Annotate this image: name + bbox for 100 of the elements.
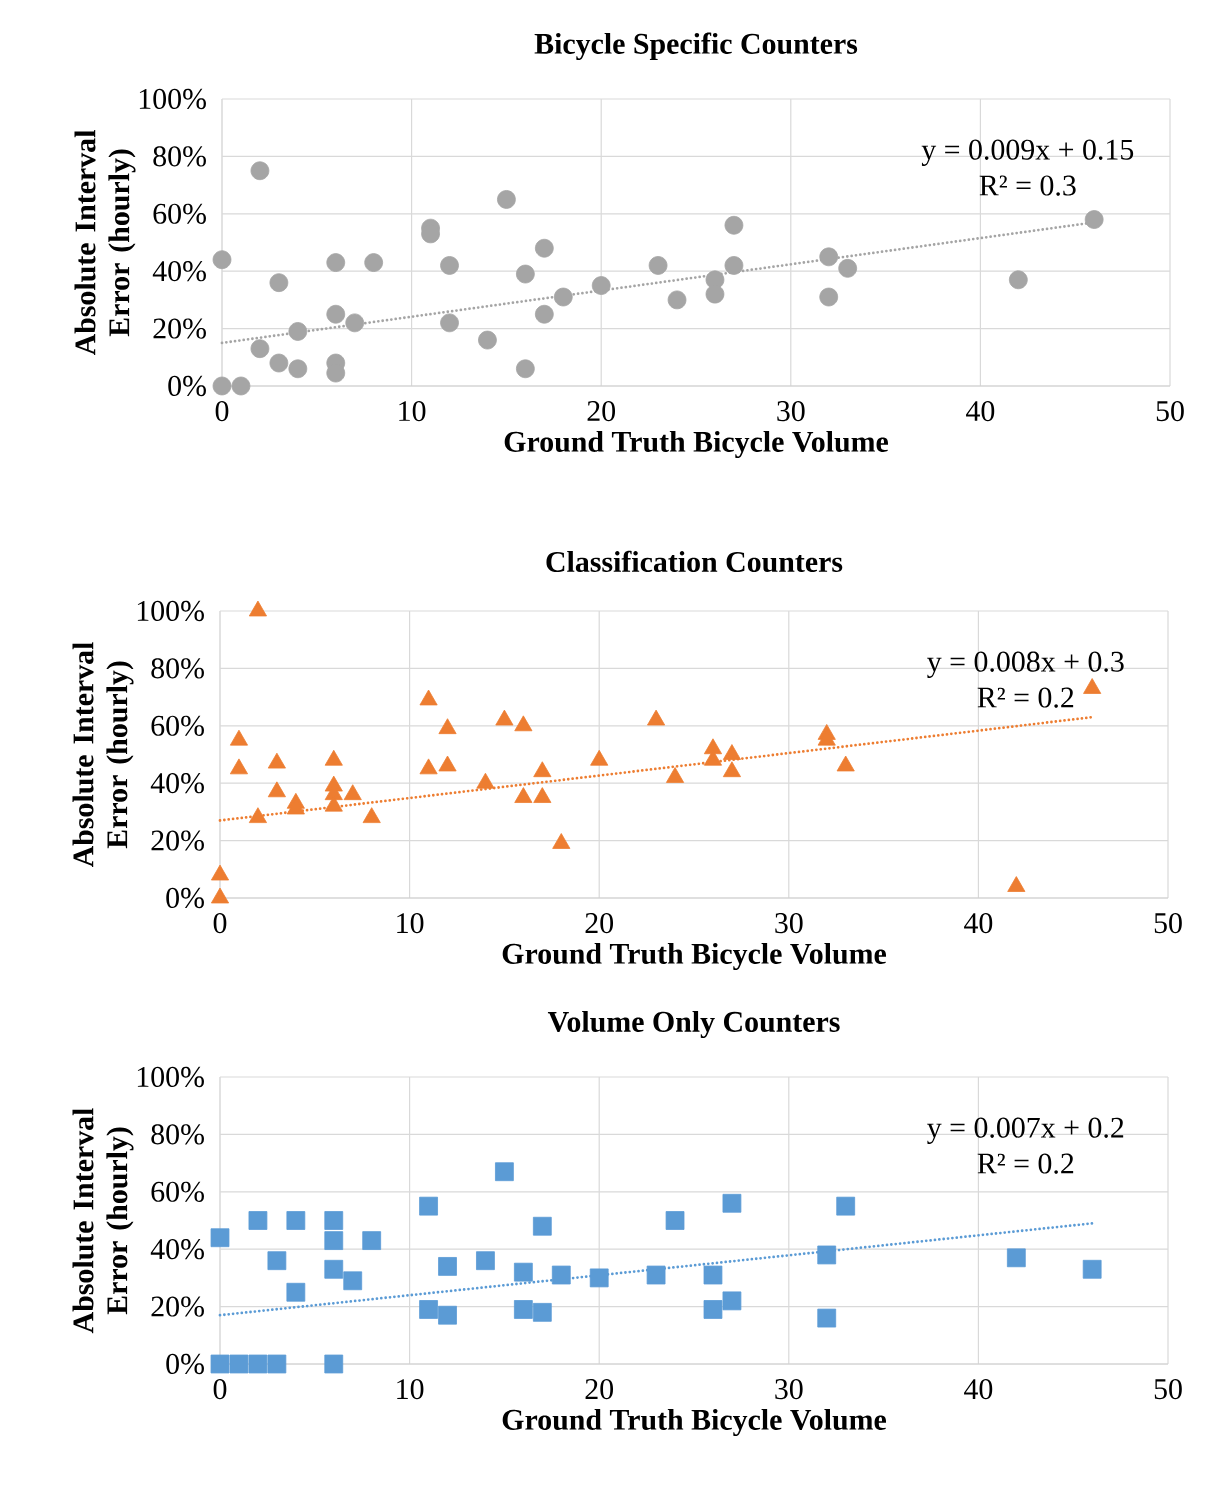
point bbox=[343, 784, 362, 801]
point bbox=[362, 1231, 382, 1250]
annotation: y = 0.007x + 0.2 bbox=[927, 1117, 1124, 1144]
x-tick-label: 10 bbox=[397, 1379, 424, 1400]
point bbox=[324, 1211, 344, 1230]
x-tick-label: 30 bbox=[775, 913, 803, 934]
point bbox=[724, 256, 744, 275]
point bbox=[836, 755, 855, 772]
point bbox=[817, 1308, 837, 1328]
point bbox=[722, 1291, 742, 1311]
point bbox=[703, 1265, 723, 1285]
point bbox=[229, 758, 248, 775]
point bbox=[1083, 678, 1102, 694]
x-axis-title: Ground Truth Bicycle Volume bbox=[504, 430, 889, 459]
x-tick-label: 0 bbox=[213, 1379, 227, 1400]
y-tick-label: 0% bbox=[166, 1353, 204, 1375]
y-tick-label: 80% bbox=[153, 146, 206, 167]
point bbox=[722, 1193, 742, 1213]
point bbox=[324, 1354, 344, 1374]
y-tick-label: 100% bbox=[137, 600, 204, 622]
x-tick-label: 0 bbox=[213, 913, 227, 934]
point bbox=[438, 718, 457, 735]
point bbox=[1082, 1259, 1102, 1279]
x-tick-label: 50 bbox=[1154, 913, 1182, 934]
point bbox=[591, 276, 611, 295]
point bbox=[476, 772, 495, 789]
point bbox=[438, 1257, 457, 1276]
point bbox=[229, 729, 248, 746]
y-tick-label: 100% bbox=[137, 1066, 204, 1088]
y-tick-label: 60% bbox=[151, 1181, 204, 1202]
x-axis-title: Ground Truth Bicycle Volume bbox=[502, 942, 887, 971]
y-axis-title: Absolute Interval Error (hourly) bbox=[72, 1108, 134, 1334]
point bbox=[210, 864, 230, 881]
point bbox=[514, 1262, 533, 1282]
y-tick-label: 100% bbox=[139, 88, 206, 110]
y-tick-label: 40% bbox=[150, 773, 204, 794]
point bbox=[267, 1354, 287, 1374]
point bbox=[248, 807, 267, 824]
point bbox=[345, 313, 365, 333]
point bbox=[288, 359, 308, 379]
x-axis-title: Ground Truth Bicycle Volume bbox=[502, 1408, 887, 1437]
point bbox=[478, 330, 497, 350]
annotation: R² = 0.2 bbox=[977, 687, 1074, 708]
chart-title: Bicycle Specific Counters bbox=[534, 32, 858, 61]
point bbox=[267, 781, 286, 798]
y-tick-label: 20% bbox=[151, 830, 204, 851]
point bbox=[231, 376, 251, 396]
point bbox=[269, 273, 289, 293]
point bbox=[440, 256, 459, 275]
point bbox=[667, 290, 687, 310]
x-tick-label: 50 bbox=[1154, 1379, 1182, 1400]
point bbox=[514, 787, 533, 803]
point bbox=[1007, 876, 1026, 892]
point bbox=[438, 1305, 457, 1325]
point bbox=[666, 767, 685, 783]
point bbox=[533, 761, 552, 778]
x-tick-label: 40 bbox=[966, 401, 995, 422]
point bbox=[665, 1211, 685, 1230]
point bbox=[514, 715, 533, 732]
point bbox=[1006, 1248, 1026, 1268]
point bbox=[440, 313, 459, 333]
x-tick-label: 20 bbox=[585, 913, 614, 934]
x-tick-label: 20 bbox=[585, 1379, 614, 1400]
point bbox=[533, 787, 552, 803]
point bbox=[819, 287, 839, 307]
point bbox=[1008, 270, 1028, 290]
point bbox=[438, 755, 457, 772]
point bbox=[497, 190, 516, 209]
point bbox=[516, 264, 535, 284]
point bbox=[343, 1271, 363, 1291]
point bbox=[1084, 210, 1104, 229]
point bbox=[722, 744, 741, 760]
point bbox=[288, 322, 308, 341]
point bbox=[476, 1251, 495, 1271]
point bbox=[210, 1228, 230, 1248]
y-tick-label: 0% bbox=[166, 887, 204, 909]
point bbox=[514, 1300, 533, 1319]
point bbox=[267, 1251, 287, 1271]
point bbox=[516, 359, 535, 379]
point bbox=[326, 304, 346, 324]
annotation: y = 0.008x + 0.3 bbox=[927, 651, 1124, 678]
y-tick-label: 20% bbox=[153, 318, 206, 339]
point bbox=[552, 833, 571, 849]
point bbox=[419, 758, 438, 775]
point bbox=[248, 1354, 268, 1374]
x-tick-label: 40 bbox=[964, 913, 993, 934]
chart-title: Classification Counters bbox=[546, 550, 843, 573]
point bbox=[553, 287, 573, 307]
x-tick-label: 20 bbox=[587, 401, 616, 422]
point bbox=[362, 807, 381, 824]
point bbox=[248, 600, 267, 617]
point bbox=[419, 689, 438, 706]
point bbox=[495, 1162, 514, 1182]
point bbox=[267, 752, 286, 769]
point bbox=[495, 709, 514, 726]
annotation: y = 0.009x + 0.15 bbox=[921, 139, 1134, 166]
point bbox=[590, 749, 609, 766]
y-tick-label: 40% bbox=[152, 261, 206, 282]
point bbox=[724, 215, 744, 235]
point bbox=[286, 1282, 306, 1302]
